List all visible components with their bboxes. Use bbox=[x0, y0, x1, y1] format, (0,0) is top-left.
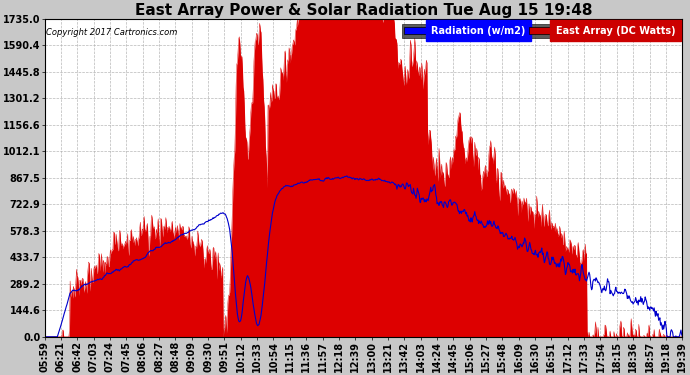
Title: East Array Power & Solar Radiation Tue Aug 15 19:48: East Array Power & Solar Radiation Tue A… bbox=[135, 3, 592, 18]
Legend: Radiation (w/m2), East Array (DC Watts): Radiation (w/m2), East Array (DC Watts) bbox=[402, 24, 678, 38]
Text: Copyright 2017 Cartronics.com: Copyright 2017 Cartronics.com bbox=[46, 28, 177, 38]
